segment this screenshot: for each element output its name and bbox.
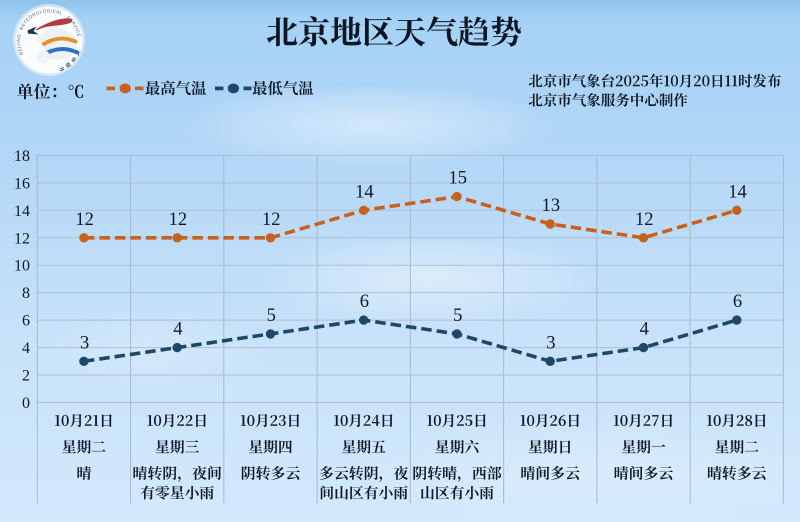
svg-text:6: 6 xyxy=(22,313,30,330)
svg-text:0: 0 xyxy=(22,395,30,412)
svg-text:13: 13 xyxy=(542,196,561,216)
svg-text:18: 18 xyxy=(14,148,30,165)
svg-text:5: 5 xyxy=(267,306,276,326)
svg-text:3: 3 xyxy=(546,333,555,353)
svg-text:10: 10 xyxy=(14,258,30,275)
svg-text:12: 12 xyxy=(14,230,30,247)
svg-text:5: 5 xyxy=(453,306,462,326)
svg-text:6: 6 xyxy=(360,292,369,312)
svg-text:12: 12 xyxy=(262,210,281,230)
svg-text:12: 12 xyxy=(635,210,654,230)
svg-text:12: 12 xyxy=(75,210,94,230)
svg-text:14: 14 xyxy=(14,203,30,220)
svg-text:4: 4 xyxy=(640,320,649,340)
svg-text:16: 16 xyxy=(14,175,30,192)
svg-text:6: 6 xyxy=(733,292,742,312)
svg-text:8: 8 xyxy=(22,285,30,302)
svg-text:14: 14 xyxy=(728,182,747,202)
svg-text:4: 4 xyxy=(22,340,30,357)
svg-text:15: 15 xyxy=(448,169,467,189)
svg-text:3: 3 xyxy=(80,333,89,353)
svg-text:2: 2 xyxy=(22,368,30,385)
svg-text:4: 4 xyxy=(173,320,182,340)
svg-text:12: 12 xyxy=(169,210,188,230)
svg-text:14: 14 xyxy=(355,182,374,202)
